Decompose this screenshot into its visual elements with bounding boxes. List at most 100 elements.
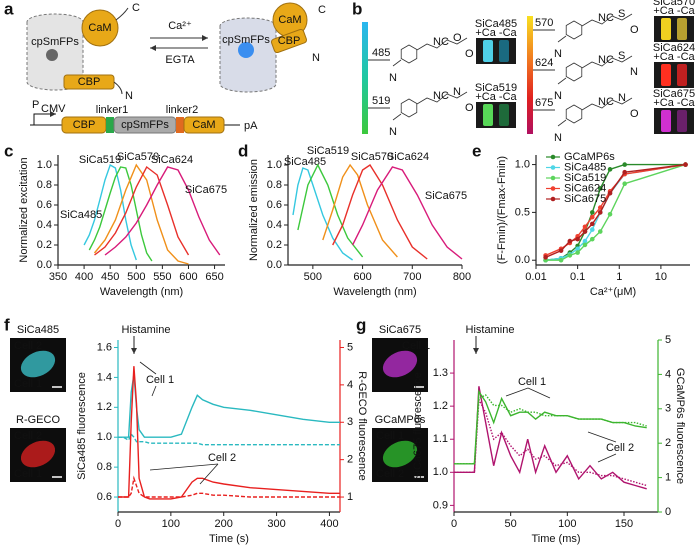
y-tick-label: 1.0 bbox=[267, 159, 282, 171]
vial bbox=[483, 104, 493, 126]
x-tick-label: 0.1 bbox=[570, 271, 585, 283]
atom-label: N bbox=[554, 132, 562, 144]
y-tick-label: 0.9 bbox=[433, 499, 448, 511]
x-tick-label: 100 bbox=[558, 518, 576, 530]
y-axis-label: (F-Fmin)/(Fmax-Fmin) bbox=[496, 156, 508, 264]
n-terminus: N bbox=[312, 52, 320, 64]
atom-label: N bbox=[630, 66, 638, 78]
series-line bbox=[118, 366, 340, 500]
x-tick-label: 650 bbox=[205, 271, 223, 283]
cell-blob bbox=[382, 440, 418, 468]
data-point bbox=[558, 248, 564, 253]
data-point bbox=[589, 214, 595, 220]
cell-label: Cell 2 bbox=[14, 340, 42, 352]
series-line bbox=[454, 396, 647, 487]
probe-name: SiCa519 bbox=[475, 82, 517, 94]
fp-label: cpSmFPs bbox=[222, 34, 270, 46]
probe-conditions: +Ca -Ca bbox=[653, 51, 695, 63]
series-line bbox=[118, 475, 340, 498]
vial-image bbox=[654, 108, 694, 134]
polya: pA bbox=[244, 120, 258, 132]
series-line bbox=[104, 166, 221, 256]
cam-label: CaM bbox=[88, 22, 111, 34]
x-tick-label: 400 bbox=[75, 271, 93, 283]
data-point bbox=[589, 210, 595, 215]
atom-label: S bbox=[618, 50, 625, 62]
y2-tick-label: 2 bbox=[665, 437, 671, 449]
scheme-bound: cpSmFPs CaM C CBP N bbox=[219, 2, 326, 93]
annotation: Cell 2 bbox=[208, 452, 236, 464]
linker1-label: linker1 bbox=[96, 104, 128, 116]
vial-image bbox=[654, 62, 694, 88]
data-point bbox=[622, 181, 627, 186]
atom-label: N bbox=[554, 48, 562, 60]
x-tick-label: 0 bbox=[115, 518, 121, 530]
cam-label: CaM bbox=[278, 14, 301, 26]
data-point bbox=[683, 162, 688, 167]
micrograph-title: SiCa675 bbox=[379, 324, 421, 336]
y2-tick-label: 4 bbox=[665, 368, 671, 380]
y-tick-label: 1.6 bbox=[97, 341, 112, 353]
molecule-bonds bbox=[557, 55, 633, 85]
x-tick-label: 500 bbox=[127, 271, 145, 283]
y-tick-label: 0.6 bbox=[267, 199, 282, 211]
data-point bbox=[582, 242, 588, 248]
probe-name: SiCa624 bbox=[653, 42, 695, 54]
y-tick-label: 1.2 bbox=[433, 400, 448, 412]
chart: 0.01 0.1 1 10 0.0 0.5 1.0 Ca²⁺(μM) (F-Fmin)/(Fma… bbox=[496, 151, 690, 298]
cell-label: Cell 1 bbox=[376, 430, 404, 442]
x-axis-label: Wavelength (nm) bbox=[100, 286, 183, 298]
vial bbox=[499, 104, 509, 126]
data-point bbox=[597, 186, 603, 191]
y-tick-label: 0.8 bbox=[97, 461, 112, 473]
probe-name: SiCa485 bbox=[475, 18, 517, 30]
y-tick-label: 0.2 bbox=[267, 239, 282, 251]
panel-label: d bbox=[238, 141, 248, 160]
y-tick-label: 1.2 bbox=[97, 401, 112, 413]
data-point bbox=[575, 236, 580, 242]
annotation-pointer bbox=[151, 385, 157, 397]
y2-tick-label: 1 bbox=[665, 472, 671, 484]
cbp-label: CBP bbox=[78, 76, 101, 88]
x-tick-label: 350 bbox=[49, 271, 67, 283]
series-label: SiCa675 bbox=[185, 184, 227, 196]
chart: 350 400 450 500 550 600 650 0.0 0.2 0.4 0.6 0.8 1.0 W… bbox=[18, 151, 227, 298]
atom-label: O bbox=[453, 32, 462, 44]
vial bbox=[677, 64, 687, 86]
data-point bbox=[607, 167, 613, 172]
x-tick-label: 600 bbox=[353, 271, 371, 283]
scheme-apo: cpSmFPs CaM C CBP N bbox=[26, 2, 140, 102]
y2-tick-label: 2 bbox=[347, 454, 353, 466]
atom-label: NC bbox=[433, 90, 449, 102]
data-point bbox=[558, 257, 564, 263]
vial-image bbox=[476, 38, 516, 64]
gene-construct: P CMV CBP linker1 cpSmFPs linker2 CaM pA bbox=[30, 99, 258, 134]
series-label: SiCa624 bbox=[387, 151, 429, 163]
spectrum-bar bbox=[362, 22, 368, 134]
micrograph-title: SiCa485 bbox=[17, 324, 59, 336]
probe-conditions: +Ca -Ca bbox=[653, 5, 695, 17]
legend-label: SiCa485 bbox=[564, 161, 606, 173]
panel-label: a bbox=[4, 0, 14, 18]
panel-label: b bbox=[352, 0, 362, 18]
wavelength-label: 485 bbox=[372, 47, 390, 59]
x-axis-label: Time (ms) bbox=[531, 533, 580, 545]
x-tick-label: 300 bbox=[267, 518, 285, 530]
annotation-pointer bbox=[505, 387, 529, 397]
x-tick-label: 800 bbox=[453, 271, 471, 283]
y-tick-label: 1.0 bbox=[515, 158, 530, 170]
y-tick-label: 0.4 bbox=[37, 219, 52, 231]
cbp-label: CBP bbox=[278, 35, 301, 47]
annotation-pointer bbox=[149, 463, 219, 471]
data-point bbox=[575, 250, 580, 255]
data-point bbox=[567, 253, 573, 258]
x-tick-label: 500 bbox=[304, 271, 322, 283]
molecule-ring bbox=[565, 62, 583, 82]
series-label: SiCa485 bbox=[60, 209, 102, 221]
series-line bbox=[94, 165, 190, 256]
cell-blob bbox=[20, 350, 56, 378]
atom-label: N bbox=[618, 92, 626, 104]
y-axis-label: Normalized excitation bbox=[18, 157, 30, 262]
atom-label: NC bbox=[598, 12, 614, 24]
